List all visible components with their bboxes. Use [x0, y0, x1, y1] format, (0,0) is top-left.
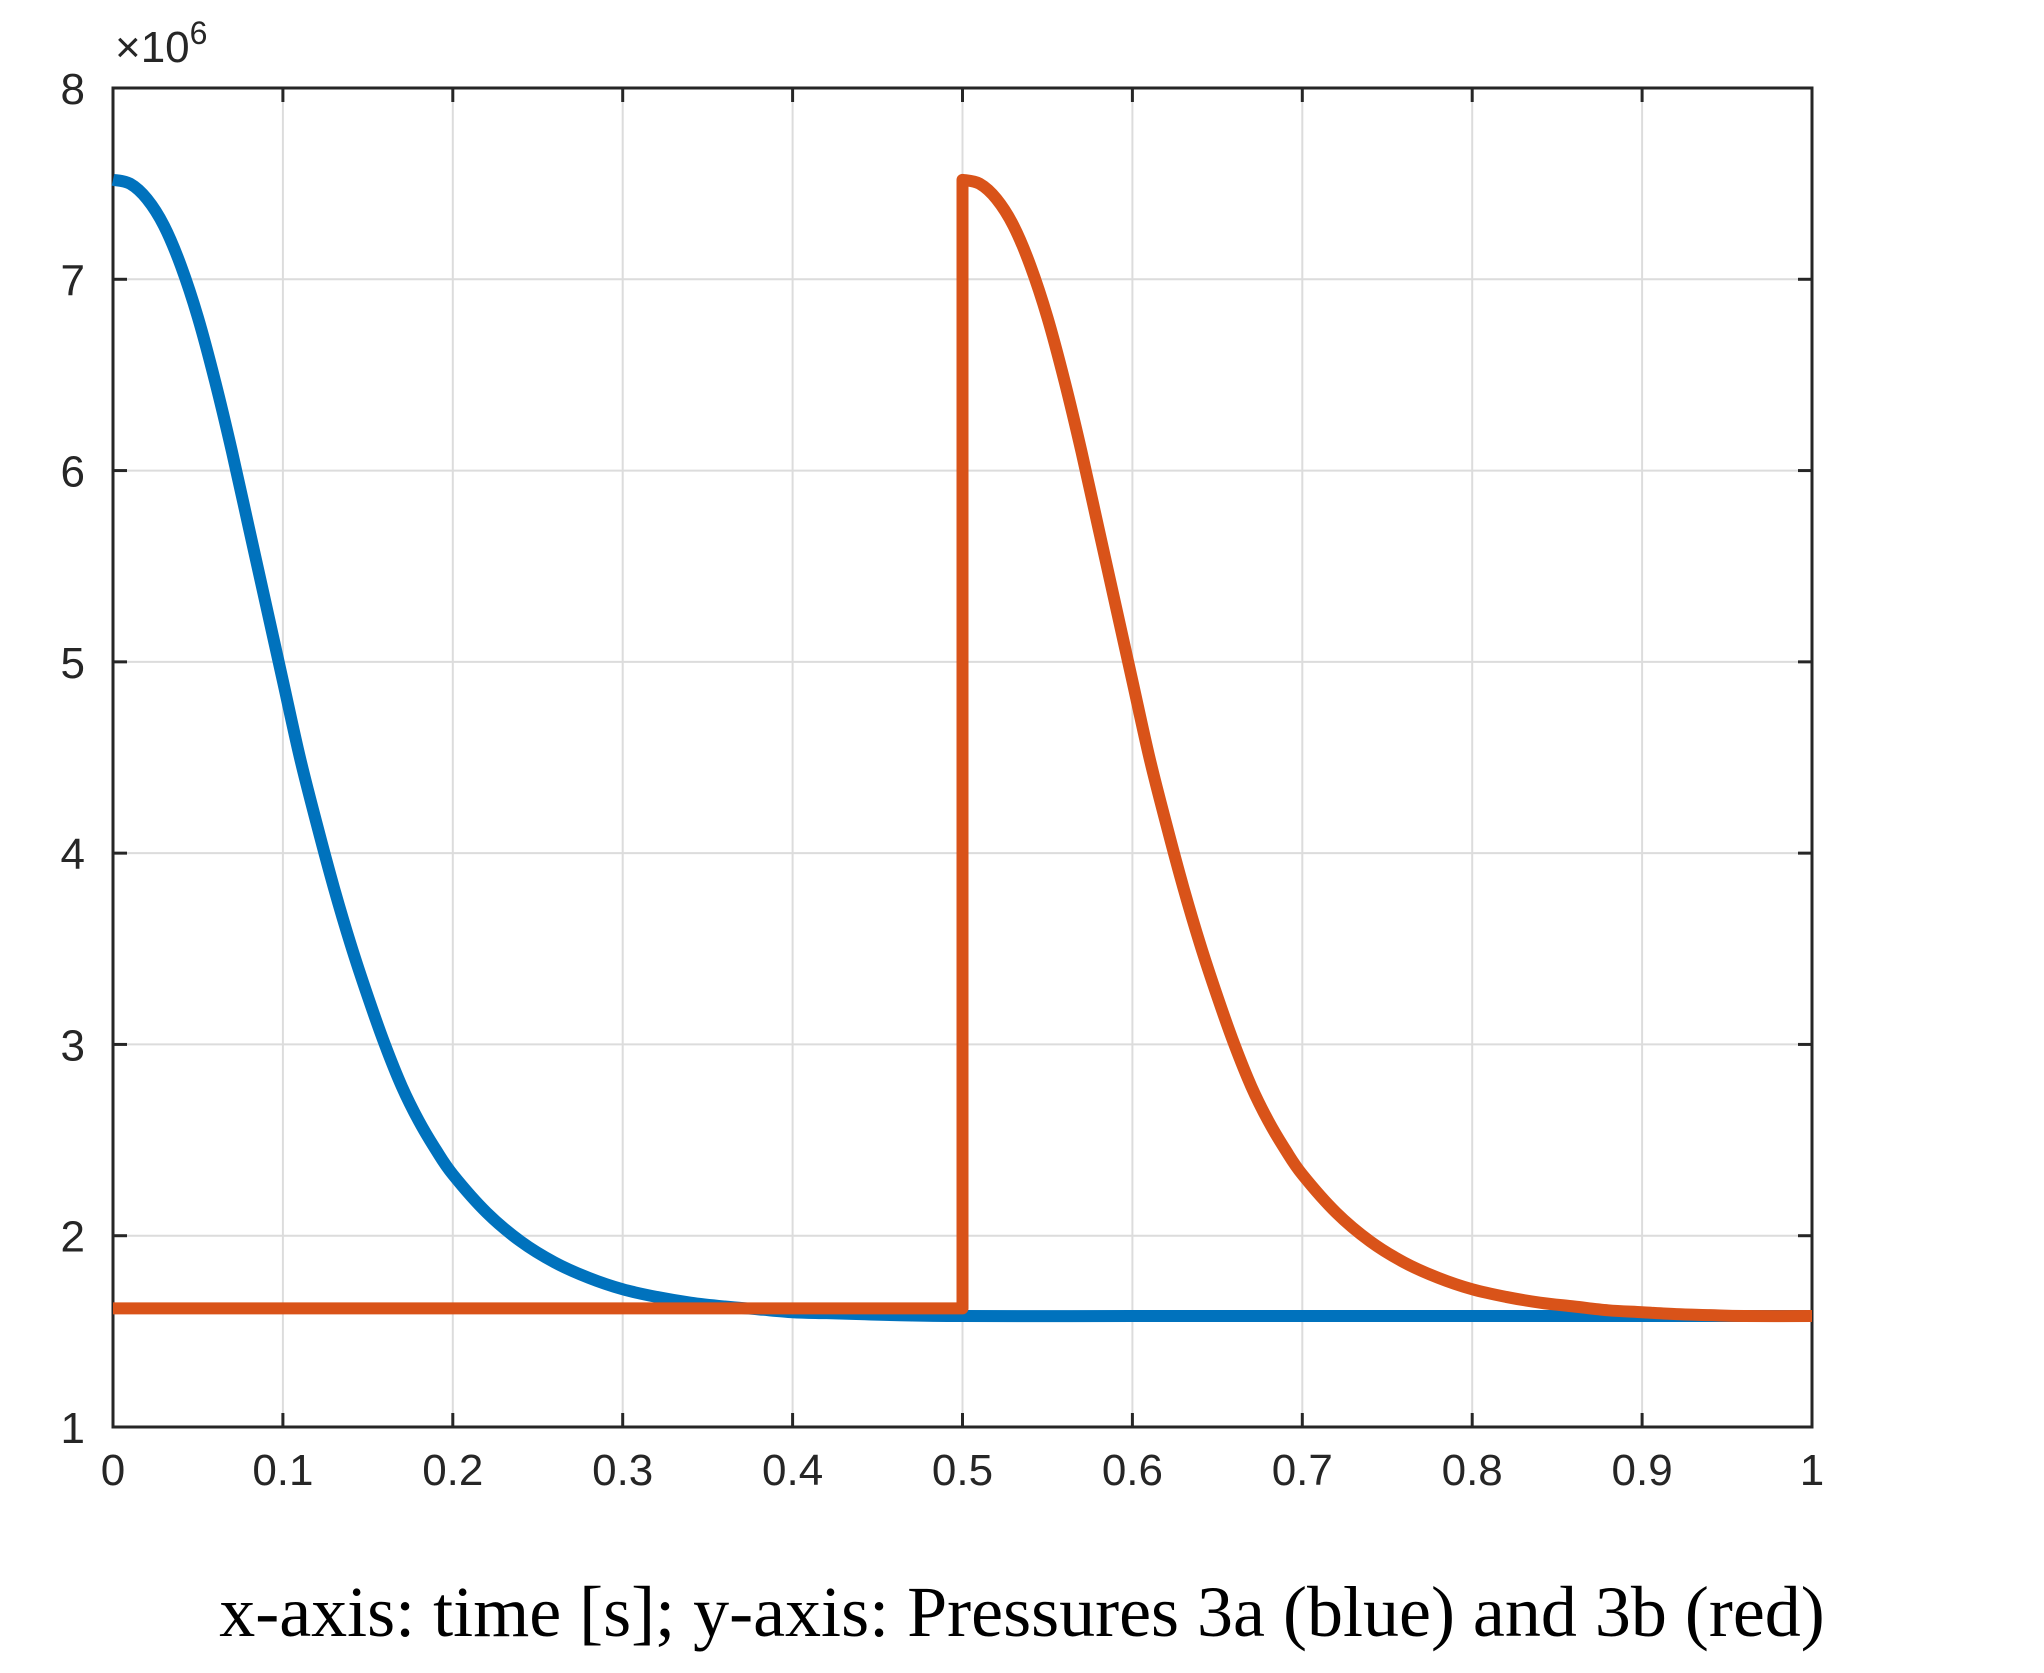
y-exponent-label: ×106 [115, 15, 207, 72]
series-line-pressure-3a [111, 173, 1812, 1323]
x-tick-label: 0.7 [1272, 1446, 1333, 1495]
x-tick-labels: 0 0.1 0.2 0.3 0.4 0.5 0.6 0.7 0.8 0.9 1 [101, 1446, 1824, 1495]
x-tick-label: 0 [101, 1446, 125, 1495]
x-tick-label: 0.2 [422, 1446, 483, 1495]
y-tick-label: 7 [61, 256, 85, 305]
series-line-pressure-3b [113, 173, 1813, 1323]
x-tick-label: 0.6 [1102, 1446, 1163, 1495]
y-tick-label: 2 [61, 1213, 85, 1262]
y-tick-label: 4 [61, 830, 85, 879]
y-tick-label: 8 [61, 65, 85, 114]
axes-frame [111, 86, 1814, 1429]
y-exponent-base: ×10 [115, 23, 190, 72]
x-tick-label: 0.3 [592, 1446, 653, 1495]
x-tick-label: 1 [1800, 1446, 1824, 1495]
x-tick-label: 0.5 [932, 1446, 993, 1495]
x-tick-label: 0.1 [252, 1446, 313, 1495]
x-tick-label: 0.4 [762, 1446, 823, 1495]
y-tick-labels: 1 2 3 4 5 6 7 8 [61, 65, 85, 1453]
y-tick-label: 5 [61, 639, 85, 688]
y-tick-label: 6 [61, 448, 85, 497]
x-tick-label: 0.8 [1442, 1446, 1503, 1495]
series-group [111, 173, 1813, 1323]
y-exponent-power: 6 [190, 15, 208, 51]
y-tick-label: 3 [61, 1021, 85, 1070]
y-tick-label: 1 [61, 1404, 85, 1453]
x-tick-label: 0.9 [1612, 1446, 1673, 1495]
figure-caption: x-axis: time [s]; y-axis: Pressures 3a (… [219, 1572, 1825, 1652]
